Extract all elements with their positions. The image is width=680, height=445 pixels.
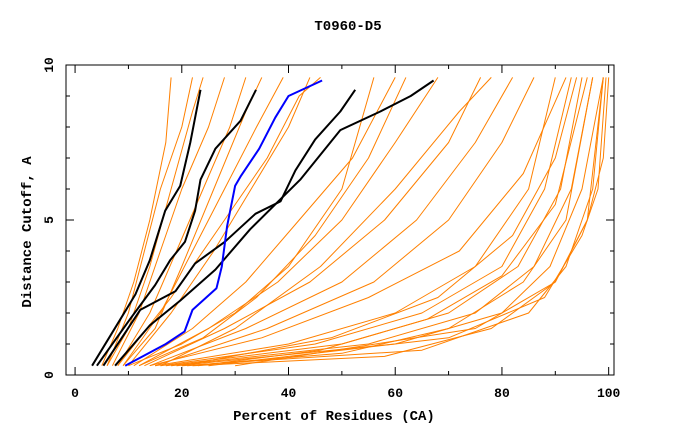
chart-title: T0960-D5 — [314, 19, 381, 35]
series-line-black-2 — [96, 89, 257, 367]
series-line-29 — [117, 77, 321, 367]
series-line-23 — [138, 77, 407, 367]
x-tick-label: 100 — [597, 386, 621, 401]
x-axis-label: Percent of Residues (CA) — [233, 409, 435, 425]
y-tick-label: 5 — [42, 216, 57, 224]
series-line-22 — [128, 77, 375, 367]
series-line-17 — [192, 77, 604, 367]
series-line-9 — [149, 77, 514, 367]
series-line-7 — [138, 77, 439, 367]
series-line-12 — [160, 77, 572, 367]
series-line-2 — [111, 77, 225, 366]
series-line-19 — [187, 77, 594, 367]
x-tick-label: 80 — [494, 386, 510, 401]
series-line-15 — [176, 77, 604, 367]
series-line-black-3 — [102, 89, 357, 367]
x-tick-label: 40 — [281, 386, 297, 401]
series-line-black-1 — [91, 89, 202, 367]
plot-frame — [65, 64, 615, 376]
series-line-blue — [124, 79, 323, 367]
series-line-27 — [181, 77, 578, 367]
series-layer — [91, 77, 610, 367]
series-line-black-4 — [114, 79, 435, 367]
series-line-5 — [128, 77, 311, 367]
series-line-26 — [160, 77, 492, 367]
series-line-20 — [197, 77, 588, 367]
series-line-14 — [171, 77, 594, 367]
x-tick-label: 0 — [71, 386, 79, 401]
series-line-11 — [155, 77, 556, 367]
y-tick-label: 0 — [42, 371, 57, 379]
x-tick-label: 60 — [387, 386, 403, 401]
series-line-16 — [181, 77, 604, 367]
series-line-0 — [101, 77, 172, 366]
y-tick-label: 10 — [42, 57, 57, 73]
series-line-8 — [144, 77, 482, 367]
series-line-1 — [106, 77, 193, 366]
series-line-28 — [235, 77, 610, 367]
axes-layer: 0 20 40 60 80 100 0 5 10 — [42, 57, 621, 401]
x-tick-label: 20 — [174, 386, 190, 401]
series-line-6 — [133, 77, 396, 367]
series-line-10 — [154, 77, 535, 367]
series-line-21 — [149, 77, 567, 367]
y-axis-label: Distance Cutoff, A — [20, 156, 36, 308]
series-line-3 — [117, 77, 247, 366]
